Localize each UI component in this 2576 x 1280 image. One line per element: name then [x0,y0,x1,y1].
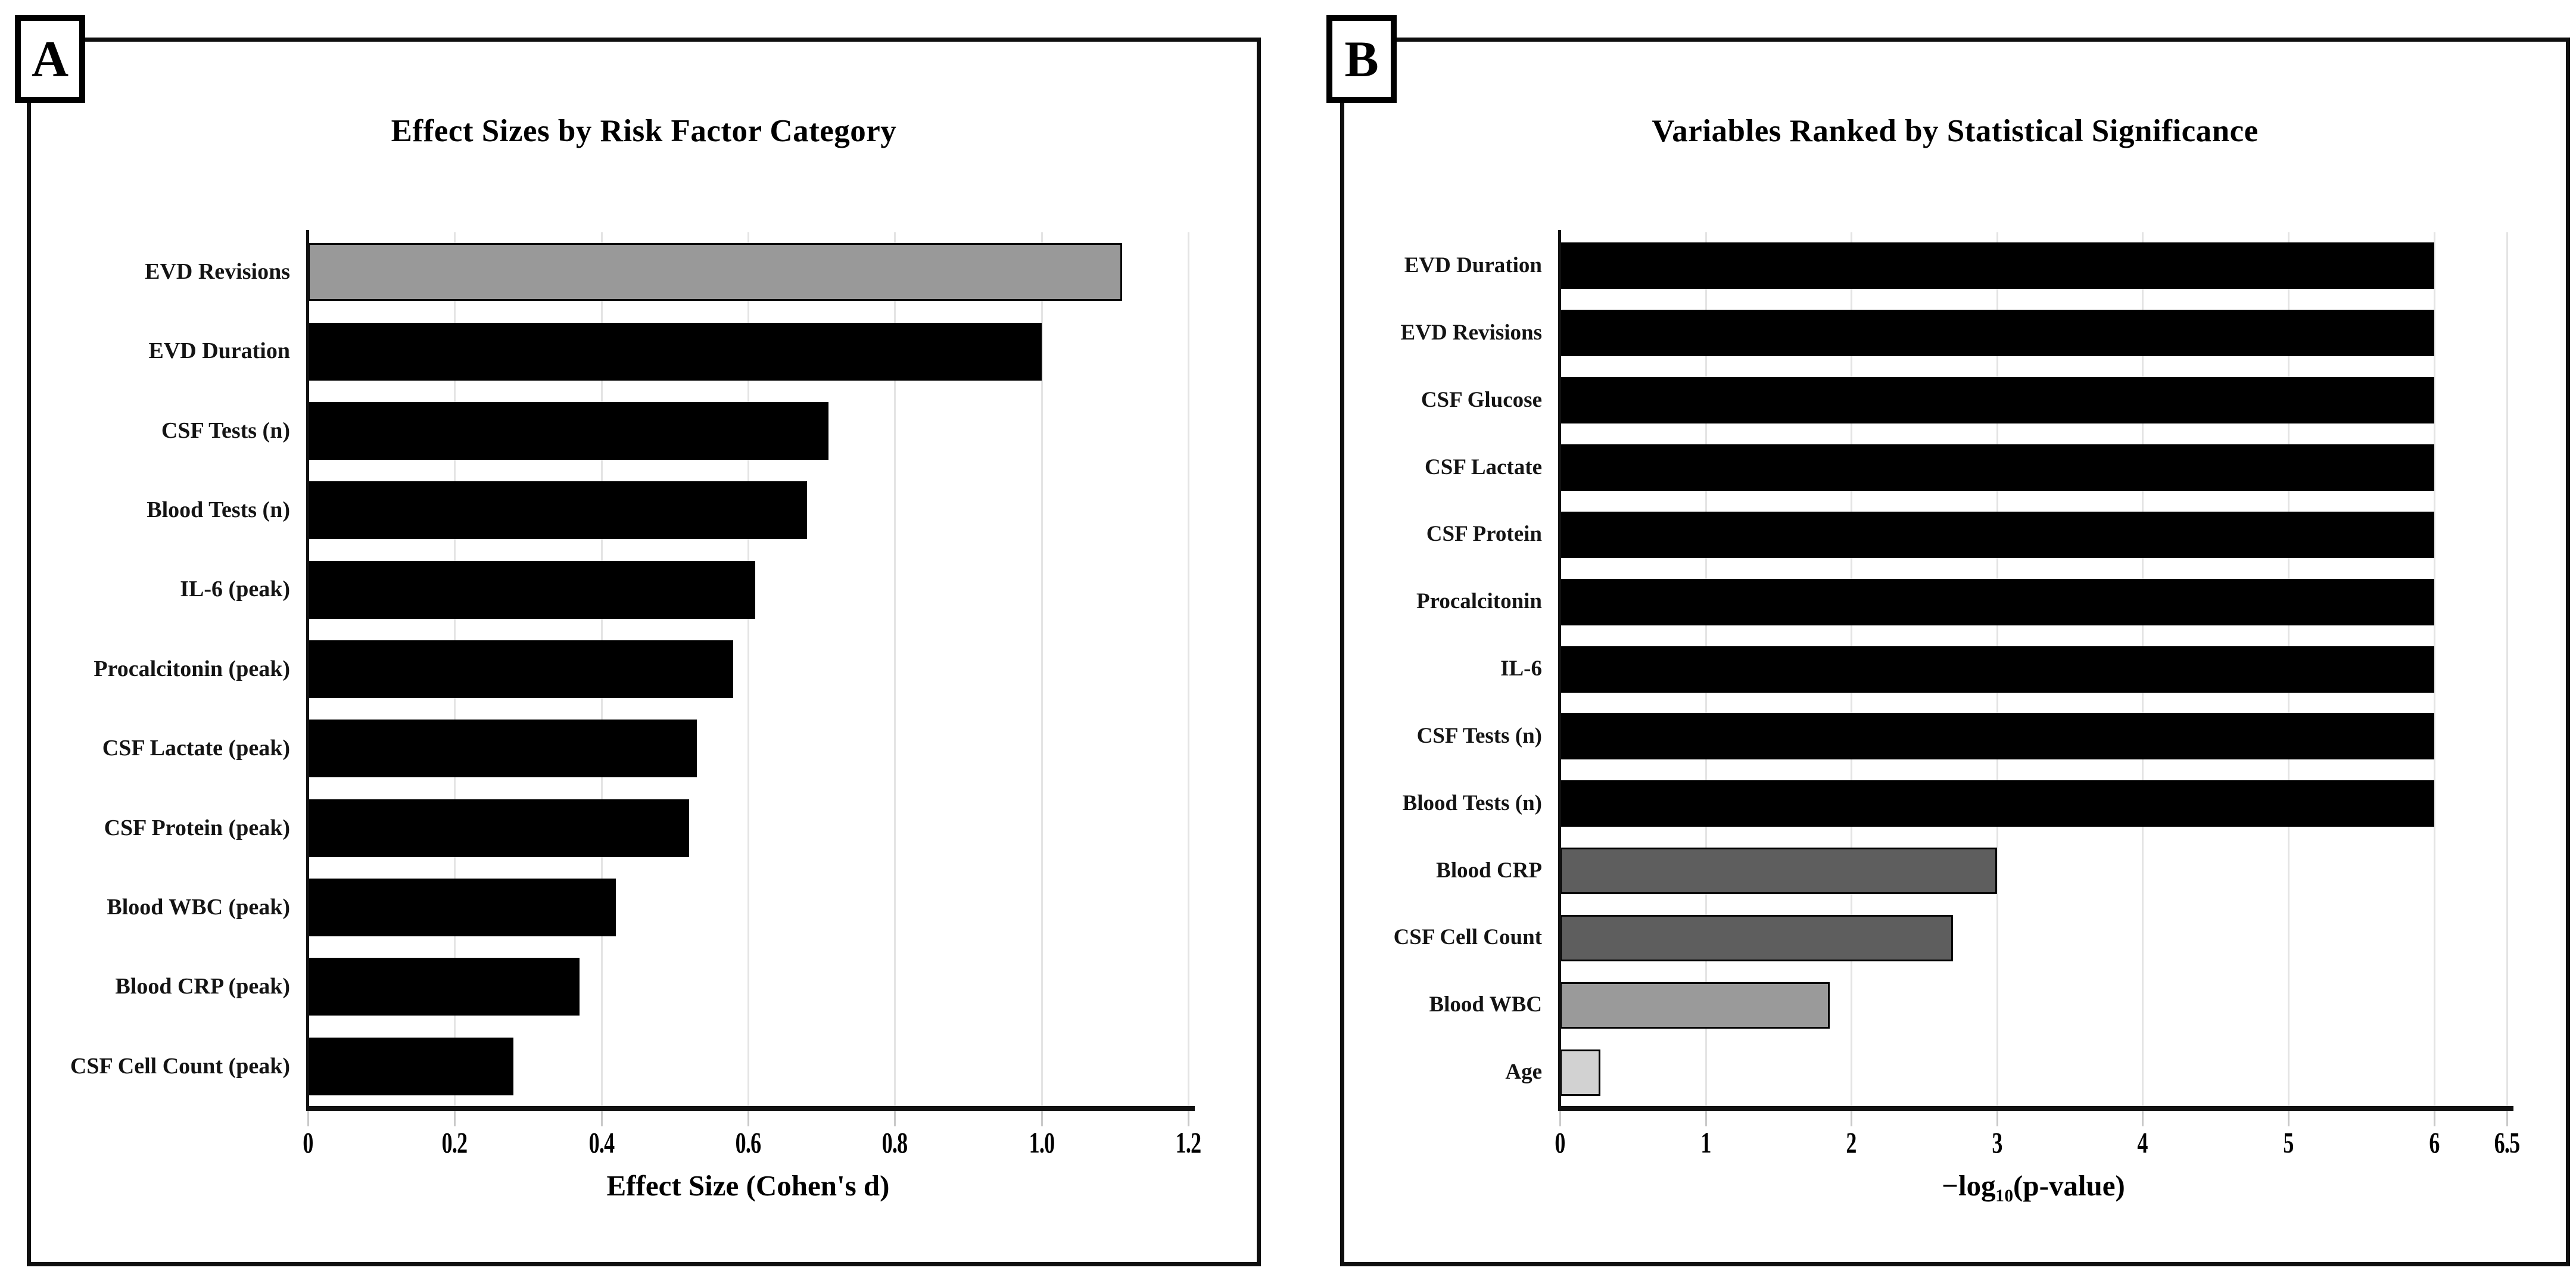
category-label-csf-protein-peak: CSF Protein (peak) [104,815,290,840]
x-tick-mark [1851,1111,1852,1126]
x-tick-mark [894,1111,896,1126]
gridline [1188,232,1189,1106]
category-label-csf-lactate: CSF Lactate [1425,455,1542,479]
category-label-blood-crp: Blood CRP [1436,858,1542,883]
bar-blood-wbc-peak [308,879,616,936]
x-tick-label: 1.0 [1029,1126,1055,1159]
category-label-blood-wbc: Blood WBC [1429,992,1542,1017]
bar-csf-cell-count [1560,915,1953,961]
x-tick-label: 1 [1700,1126,1711,1159]
x-tick-label: 1.2 [1175,1126,1202,1159]
x-tick-label: 6.5 [2494,1126,2521,1159]
panel-a-xaxis-title: Effect Size (Cohen's d) [606,1169,890,1202]
x-tick-label: 0 [303,1126,313,1159]
category-label-blood-wbc-peak: Blood WBC (peak) [107,895,290,920]
category-label-csf-lactate-peak: CSF Lactate (peak) [102,736,290,761]
panel-b-letter: B [1344,30,1379,88]
x-tick-label: 0.8 [881,1126,908,1159]
bar-csf-protein-peak [308,799,689,857]
panel-b-corner-label: B [1326,15,1397,103]
bar-evd-revisions [308,243,1122,301]
category-label-csf-glucose: CSF Glucose [1421,388,1542,412]
x-tick-mark [454,1111,456,1126]
bar-procalcitonin-peak [308,640,733,698]
category-label-age: Age [1505,1060,1542,1084]
bar-csf-tests-n [1560,713,2434,759]
x-tick-mark [747,1111,749,1126]
category-label-blood-crp-peak: Blood CRP (peak) [115,974,290,999]
x-tick-label: 3 [1992,1126,2002,1159]
category-label-evd-duration: EVD Duration [1404,253,1542,278]
gridline [747,232,749,1106]
x-tick-label: 0 [1555,1126,1565,1159]
category-label-csf-tests-n: CSF Tests (n) [1416,724,1542,748]
category-label-csf-tests-n: CSF Tests (n) [161,418,290,443]
x-tick-mark [307,1111,309,1126]
x-tick-mark [1996,1111,1998,1126]
bar-il-6-peak [308,561,755,619]
gridline [2434,232,2435,1106]
bar-il-6 [1560,646,2434,693]
category-label-il-6-peak: IL-6 (peak) [180,577,290,602]
bar-csf-protein [1560,512,2434,558]
bar-blood-wbc [1560,982,1830,1029]
bar-evd-revisions [1560,310,2434,356]
x-axis-line [306,1106,1195,1111]
bar-blood-tests-n [1560,780,2434,827]
x-tick-mark [2288,1111,2290,1126]
x-tick-mark [2142,1111,2144,1126]
bar-csf-tests-n [308,402,828,460]
x-tick-label: 0.2 [441,1126,468,1159]
bar-evd-duration [308,323,1042,381]
x-tick-label: 2 [1846,1126,1857,1159]
category-label-csf-cell-count: CSF Cell Count [1393,925,1542,949]
panel-a-title: Effect Sizes by Risk Factor Category [391,114,897,148]
panel-a-letter: A [31,30,69,88]
x-tick-label: 4 [2137,1126,2148,1159]
panel-b-xaxis-title: −log₁₀(p-value) [1942,1169,2125,1202]
x-tick-mark [1188,1111,1189,1126]
bar-evd-duration [1560,242,2434,289]
x-tick-label: 0.6 [735,1126,762,1159]
bar-blood-crp-peak [308,958,580,1016]
bar-procalcitonin [1560,579,2434,625]
bar-csf-lactate-peak [308,720,697,777]
panel-b-title: Variables Ranked by Statistical Signific… [1652,114,2259,148]
x-tick-label: 5 [2283,1126,2294,1159]
category-label-il-6: IL-6 [1500,656,1542,681]
category-label-evd-revisions: EVD Revisions [1400,320,1542,345]
category-label-evd-revisions: EVD Revisions [145,259,290,284]
y-axis-line [1558,230,1561,1106]
panel-b [1340,38,2570,1266]
bar-csf-cell-count-peak [308,1038,513,1095]
x-tick-mark [1041,1111,1043,1126]
x-tick-mark [601,1111,603,1126]
category-label-blood-tests-n: Blood Tests (n) [1402,791,1542,815]
x-tick-mark [2506,1111,2508,1126]
bar-age [1560,1049,1600,1096]
category-label-evd-duration: EVD Duration [148,338,290,363]
panel-a-corner-label: A [15,15,85,103]
bar-blood-tests-n [308,481,807,539]
x-axis-line [1558,1106,2513,1111]
bar-blood-crp [1560,848,1997,894]
x-tick-mark [2434,1111,2435,1126]
category-label-blood-tests-n: Blood Tests (n) [147,497,290,522]
x-tick-label: 0.4 [588,1126,615,1159]
bar-csf-glucose [1560,377,2434,423]
gridline [894,232,896,1106]
panel-a [27,38,1261,1266]
category-label-csf-protein: CSF Protein [1426,522,1542,546]
category-label-procalcitonin: Procalcitonin [1416,589,1542,613]
x-tick-label: 6 [2429,1126,2440,1159]
gridline [2506,232,2508,1106]
category-label-csf-cell-count-peak: CSF Cell Count (peak) [70,1054,290,1079]
category-label-procalcitonin-peak: Procalcitonin (peak) [94,656,290,681]
gridline [1041,232,1043,1106]
y-axis-line [306,230,309,1106]
x-tick-mark [1559,1111,1561,1126]
bar-csf-lactate [1560,444,2434,491]
x-tick-mark [1705,1111,1707,1126]
